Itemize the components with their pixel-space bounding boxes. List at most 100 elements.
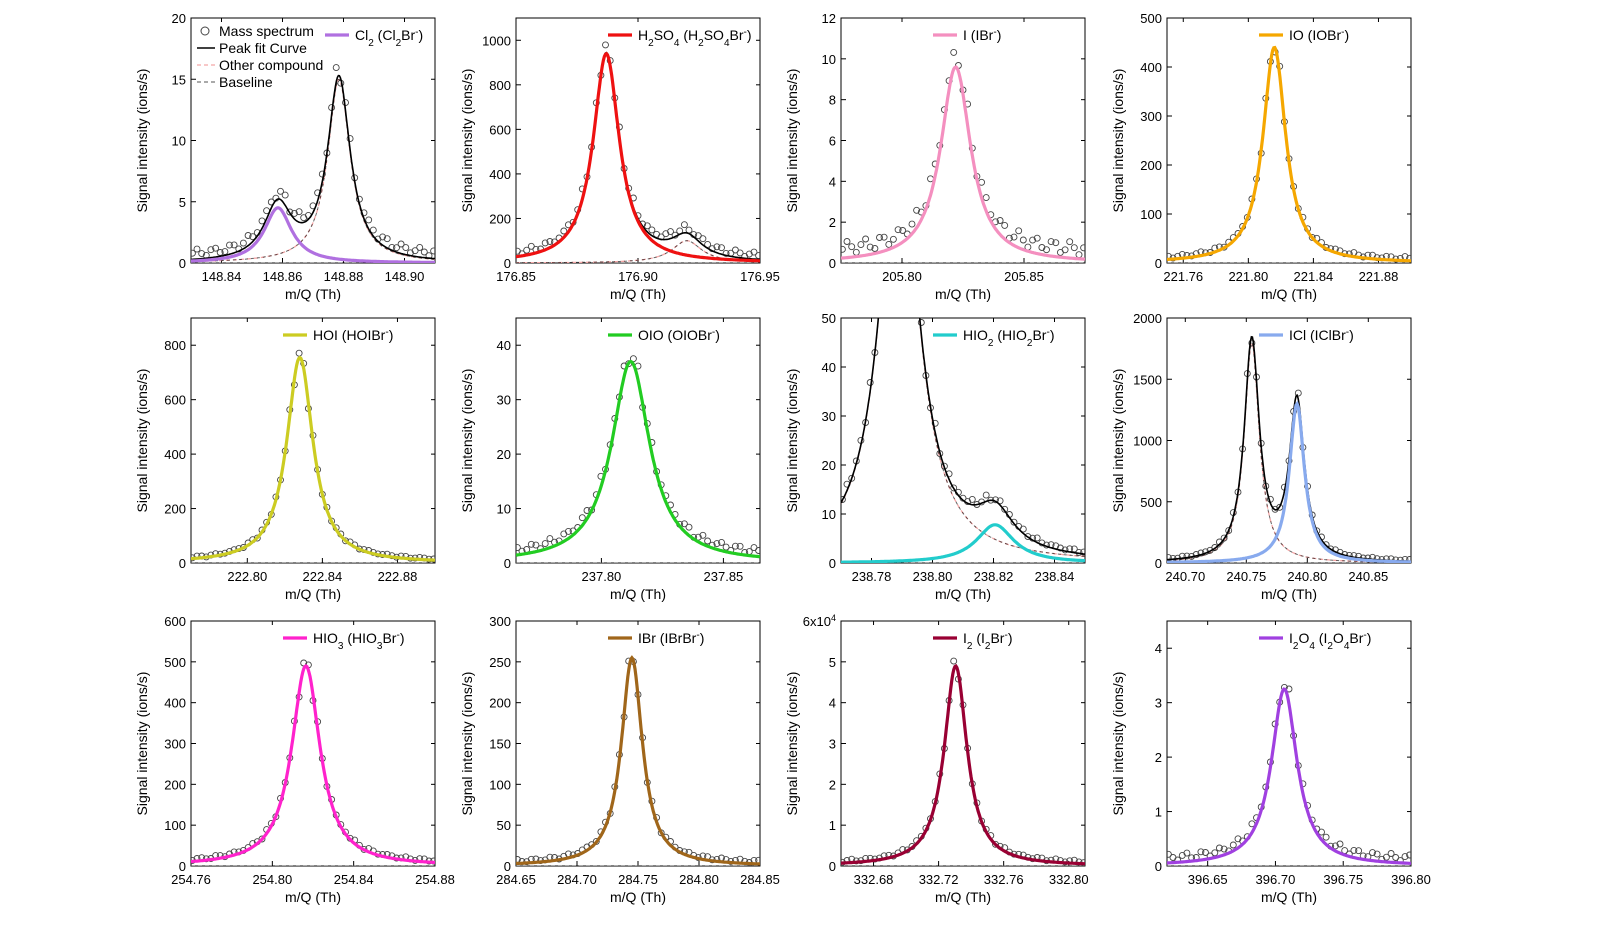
data-point xyxy=(249,233,257,241)
data-point xyxy=(885,240,893,248)
y-tick-label: 500 xyxy=(164,655,186,670)
y-tick-label: 0 xyxy=(179,556,186,571)
data-point xyxy=(541,239,549,247)
legend-other-compound: Other compound xyxy=(219,57,323,73)
legend-label: IO (IOBr-) xyxy=(1289,27,1349,44)
x-tick-label: 254.80 xyxy=(252,872,292,887)
data-point xyxy=(1234,835,1242,843)
target-peak-curve xyxy=(191,663,435,865)
plot-frame xyxy=(840,620,1086,867)
legend-label-part: 4 xyxy=(1344,641,1350,652)
data-point xyxy=(402,244,410,252)
legend-label-part: IO (IOBr xyxy=(1289,27,1341,43)
x-tick-label: 238.82 xyxy=(974,569,1014,584)
legend-label-part: - xyxy=(385,327,388,338)
y-tick-label: 400 xyxy=(164,696,186,711)
y-tick-label: 12 xyxy=(822,11,836,26)
legend-label-part: I xyxy=(963,630,967,646)
panel-12: 0 1 2 3 4 396.65 396.70 396.75 396.80 m/Q (Th) Sig… xyxy=(1110,620,1431,905)
legend-label: HIO2 (HIO2Br-) xyxy=(963,327,1054,349)
data-point xyxy=(193,245,201,253)
x-axis-label: m/Q (Th) xyxy=(935,889,991,905)
legend-label: HOI (HOIBr-) xyxy=(313,327,393,344)
panel-3: 0 2 4 6 8 10 12 205.80 205.85 m/Q (Th) Signal inte… xyxy=(784,11,1086,302)
x-axis-label: m/Q (Th) xyxy=(1261,286,1317,302)
plot-frame xyxy=(515,620,761,867)
data-point xyxy=(1047,238,1055,246)
data-point xyxy=(704,537,712,545)
x-tick-label: 284.75 xyxy=(618,872,658,887)
data-point xyxy=(411,247,419,255)
target-peak-curve xyxy=(1167,400,1411,563)
data-point xyxy=(1029,236,1037,244)
legend-label-part: HIO xyxy=(963,327,988,343)
y-tick-label: 20 xyxy=(822,458,836,473)
x-tick-label: 254.84 xyxy=(334,872,374,887)
data-point xyxy=(722,249,730,257)
y-tick-label: 4 xyxy=(1155,641,1162,656)
legend-label-part: I xyxy=(1289,630,1293,646)
legend-label-part: ) xyxy=(1008,630,1013,646)
x-tick-label: 238.78 xyxy=(852,569,892,584)
plot-area xyxy=(191,349,435,563)
target-peak-curve xyxy=(191,355,435,562)
y-tick-label: 0 xyxy=(1155,859,1162,874)
legend-label-part: ) xyxy=(715,327,720,343)
legend-label-part: - xyxy=(1004,630,1007,641)
x-tick-label: 205.80 xyxy=(882,269,922,284)
data-point xyxy=(1350,846,1358,854)
data-point xyxy=(258,835,266,843)
data-point xyxy=(286,208,294,216)
y-tick-label: 2 xyxy=(829,777,836,792)
y-tick-label: 400 xyxy=(164,447,186,462)
y-tick-label-base: 6x10 xyxy=(803,614,831,629)
y-tick-label: 10 xyxy=(822,507,836,522)
x-tick-label: 237.80 xyxy=(582,569,622,584)
panel-5: 0 200 400 600 800 222.80 222.84 222.88 m/Q (Th) S… xyxy=(134,317,436,602)
data-point xyxy=(277,187,284,195)
x-tick-label: 238.84 xyxy=(1035,569,1075,584)
data-point xyxy=(532,541,540,549)
data-point xyxy=(643,222,651,230)
legend-label-part: ) xyxy=(700,630,705,646)
y-tick-label: 20 xyxy=(497,447,511,462)
y-tick-label: 5 xyxy=(829,655,836,670)
data-point xyxy=(841,245,846,253)
legend-label-part: - xyxy=(993,27,996,38)
target-peak-curve xyxy=(516,655,760,866)
data-point xyxy=(857,241,865,249)
legend-label: IBr (IBrBr-) xyxy=(638,630,704,647)
y-tick-label: 100 xyxy=(489,777,511,792)
data-point xyxy=(1318,828,1325,836)
data-point xyxy=(843,238,851,245)
legend-label-part: SO xyxy=(704,27,724,43)
legend-label-part: (HIO xyxy=(993,327,1027,343)
data-point xyxy=(718,538,725,546)
plot-area xyxy=(841,318,1085,563)
y-tick-label: 300 xyxy=(489,614,511,629)
y-tick-label: 250 xyxy=(489,655,511,670)
data-point xyxy=(755,252,760,260)
panel-9: 0 100 200 300 400 500 600 254.76 254.80 254.84 254… xyxy=(134,614,455,905)
legend-label-part: Br xyxy=(401,27,415,43)
y-tick-label: 600 xyxy=(489,122,511,137)
data-point xyxy=(1024,533,1032,541)
data-point xyxy=(1033,234,1041,242)
data-point xyxy=(1202,849,1209,856)
x-axis-label: m/Q (Th) xyxy=(285,889,341,905)
y-tick-label: 800 xyxy=(489,78,511,93)
legend-label-part: - xyxy=(1341,27,1344,38)
data-point xyxy=(1276,503,1284,511)
data-point xyxy=(1211,849,1219,857)
x-tick-label: 284.70 xyxy=(557,872,597,887)
data-point xyxy=(523,246,531,254)
legend-label-part: - xyxy=(1346,327,1349,338)
y-tick-label: 200 xyxy=(489,696,511,711)
legend-label: I2 (I2Br-) xyxy=(963,630,1012,652)
data-point xyxy=(1056,544,1064,552)
plot-area xyxy=(841,48,1085,263)
x-tick-label: 396.65 xyxy=(1188,872,1228,887)
legend-label-part: 4 xyxy=(1309,641,1315,652)
y-tick-label: 50 xyxy=(497,818,511,833)
